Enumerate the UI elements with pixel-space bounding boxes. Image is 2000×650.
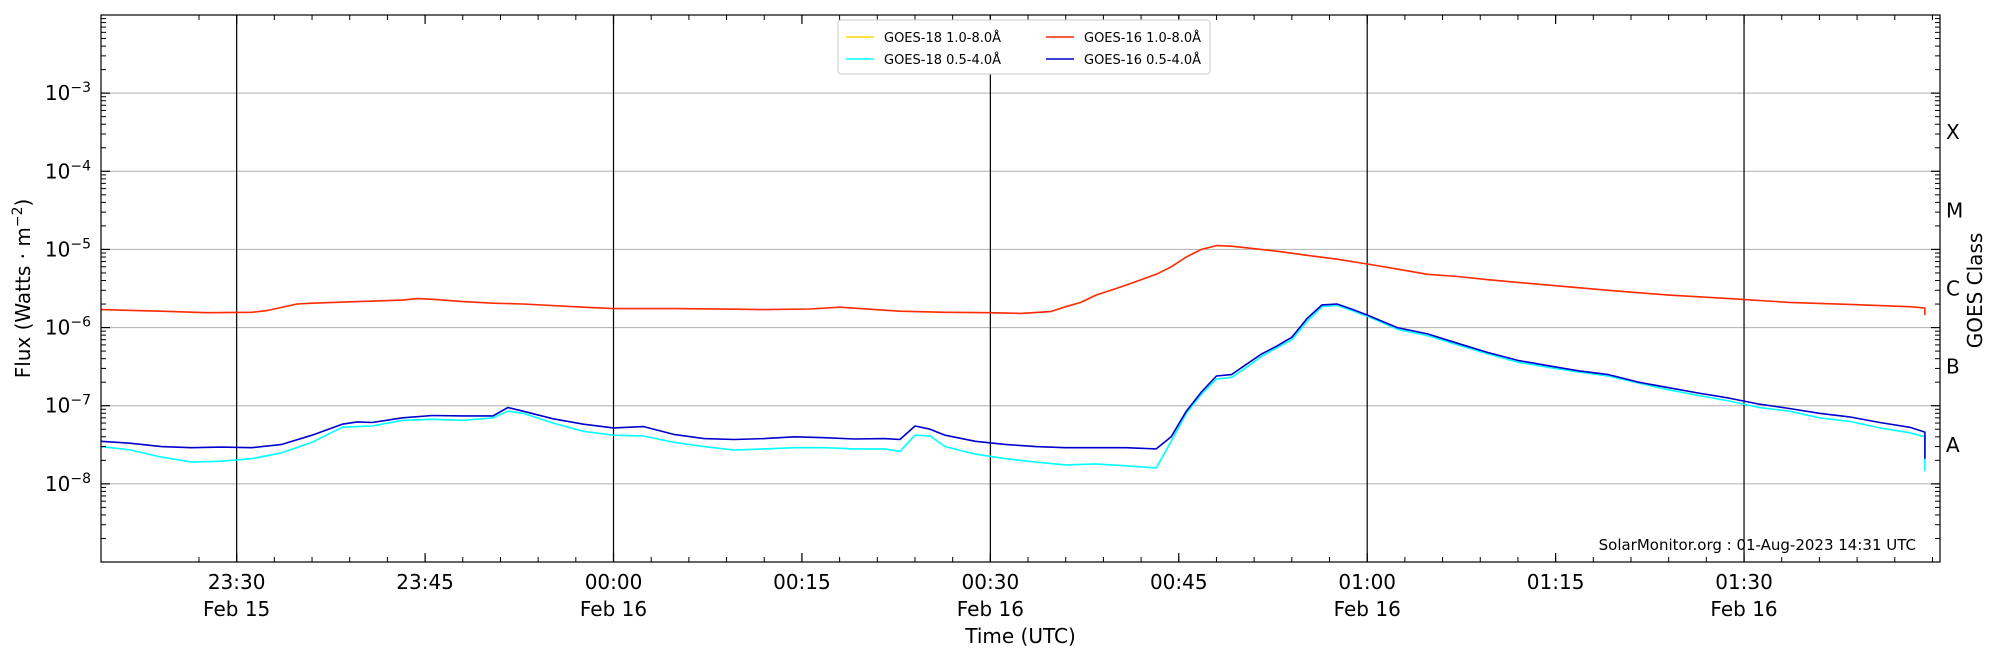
legend: GOES-18 1.0-8.0Å GOES-18 0.5-4.0Å GOES-16 … xyxy=(837,19,1211,75)
x-tick-date-label: Feb 16 xyxy=(580,597,647,621)
legend-label-0: GOES-18 1.0-8.0Å xyxy=(884,30,1001,46)
goes-class-label: M xyxy=(1946,198,1963,222)
legend-items: GOES-18 1.0-8.0Å GOES-18 0.5-4.0Å GOES-16 … xyxy=(846,30,1201,68)
x-tick-time-label: 23:30 xyxy=(208,570,266,594)
y-tick-label-exponent: −8 xyxy=(70,471,91,487)
grid-layer xyxy=(101,92,1940,485)
legend-label-1: GOES-16 1.0-8.0Å xyxy=(1084,30,1201,46)
y-tick-label: 10−4 xyxy=(45,158,91,183)
y-axis-title: Flux (Watts · m−2) xyxy=(10,199,35,379)
y-tick-label: 10−8 xyxy=(45,471,91,496)
goes-class-label: A xyxy=(1946,433,1960,457)
series-line-1 xyxy=(100,244,1926,315)
y-tick-label-exponent: −4 xyxy=(70,158,91,174)
x-tick-time-label: 23:45 xyxy=(396,570,454,594)
y-tick-label-exponent: −7 xyxy=(70,393,91,409)
goes-class-label: C xyxy=(1946,277,1960,301)
x-tick-time-label: 00:15 xyxy=(773,570,831,594)
tick-layer xyxy=(101,15,1940,562)
x-tick-date-label: Feb 16 xyxy=(1334,597,1401,621)
y-tick-label-base: 10 xyxy=(45,159,70,183)
y-tick-label: 10−3 xyxy=(45,80,91,105)
legend-label-3: GOES-16 0.5-4.0Å xyxy=(1084,52,1201,68)
y-tick-label-base: 10 xyxy=(45,316,70,340)
y-tick-label: 10−5 xyxy=(45,236,91,261)
legend-label-2: GOES-18 0.5-4.0Å xyxy=(884,52,1001,68)
x-tick-time-label: 00:30 xyxy=(962,570,1020,594)
x-tick-time-label: 00:45 xyxy=(1150,570,1208,594)
legend-box xyxy=(837,19,1211,75)
x-tick-date-label: Feb 16 xyxy=(957,597,1024,621)
y-tick-label-exponent: −5 xyxy=(70,236,91,252)
y-tick-label: 10−6 xyxy=(45,315,91,340)
goes-class-label: B xyxy=(1946,355,1960,379)
x-tick-time-label: 01:30 xyxy=(1715,570,1773,594)
watermark-text: SolarMonitor.org : 01-Aug-2023 14:31 UTC xyxy=(1599,536,1916,554)
x-tick-time-label: 00:00 xyxy=(585,570,643,594)
y-tick-label-base: 10 xyxy=(45,81,70,105)
goes-class-axis-title: GOES Class xyxy=(1963,233,1987,349)
x-tick-date-label: Feb 16 xyxy=(1710,597,1777,621)
y-axis-title-exponent: −2 xyxy=(10,207,26,228)
series-line-3 xyxy=(100,303,1926,459)
x-tick-time-label: 01:15 xyxy=(1527,570,1585,594)
y-tick-label: 10−7 xyxy=(45,393,91,418)
x-tick-time-label: 01:00 xyxy=(1338,570,1396,594)
day-boundary-lines xyxy=(236,15,1745,562)
y-axis-title-close: ) xyxy=(11,199,35,207)
plot-frame xyxy=(100,14,1941,563)
series-layer xyxy=(100,244,1926,472)
y-tick-label-exponent: −3 xyxy=(70,80,91,96)
x-tick-date-label: Feb 15 xyxy=(203,597,270,621)
y-tick-label-base: 10 xyxy=(45,472,70,496)
y-tick-label-base: 10 xyxy=(45,394,70,418)
y-tick-label-exponent: −6 xyxy=(70,315,91,331)
y-tick-label-base: 10 xyxy=(45,237,70,261)
x-axis-title: Time (UTC) xyxy=(964,624,1076,648)
y-axis-title-main: Flux (Watts · m xyxy=(11,227,35,378)
goes-class-label: X xyxy=(1946,120,1960,144)
